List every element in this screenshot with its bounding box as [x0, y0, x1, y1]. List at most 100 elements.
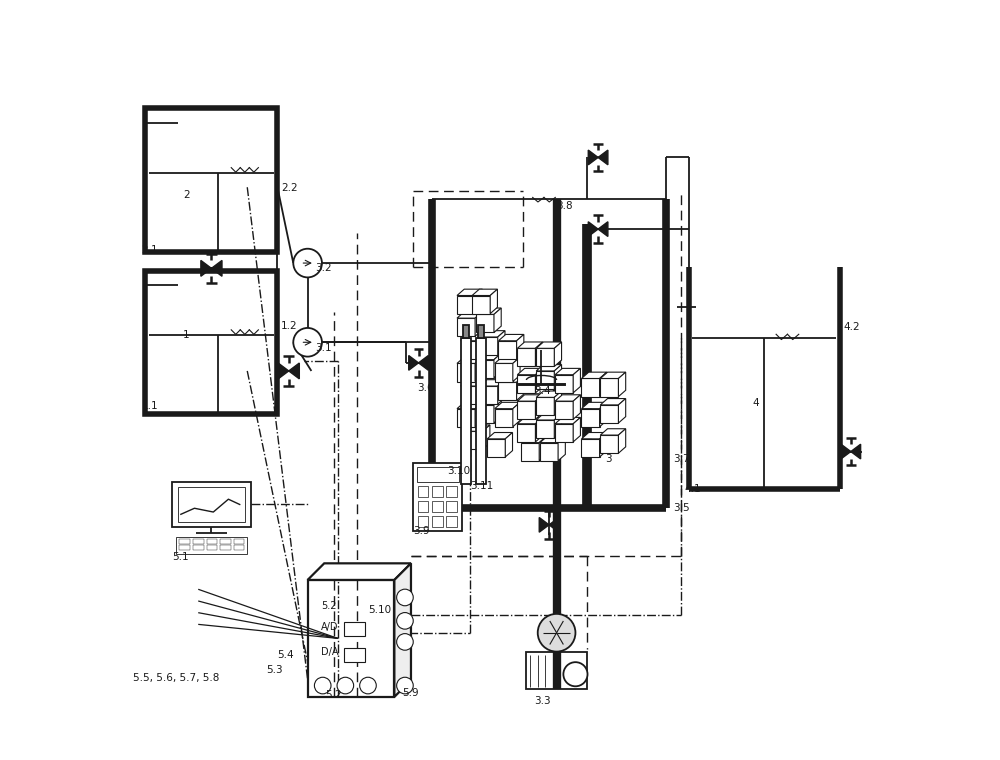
Polygon shape: [487, 432, 513, 439]
Polygon shape: [480, 380, 505, 386]
Bar: [476, 315, 494, 332]
Polygon shape: [555, 417, 580, 424]
Bar: [207, 539, 217, 543]
Bar: [461, 340, 479, 359]
Text: 5.9: 5.9: [402, 688, 419, 698]
Polygon shape: [573, 369, 580, 393]
Polygon shape: [517, 334, 524, 359]
Polygon shape: [517, 376, 524, 401]
Polygon shape: [494, 398, 501, 423]
Bar: [220, 545, 231, 549]
Bar: [432, 516, 443, 527]
Polygon shape: [517, 369, 543, 375]
Bar: [495, 363, 513, 382]
Circle shape: [360, 677, 376, 694]
Bar: [600, 435, 618, 453]
Polygon shape: [513, 402, 520, 427]
Bar: [581, 378, 600, 397]
Text: 5.5, 5.6, 5.7, 5.8: 5.5, 5.6, 5.7, 5.8: [133, 673, 219, 683]
Bar: [457, 296, 475, 314]
Polygon shape: [521, 436, 546, 442]
Polygon shape: [476, 398, 501, 405]
Text: 3.5: 3.5: [674, 503, 690, 513]
Bar: [526, 651, 587, 689]
Text: 1.1: 1.1: [142, 401, 158, 411]
Polygon shape: [517, 417, 543, 424]
Polygon shape: [479, 380, 486, 404]
Bar: [457, 409, 475, 427]
Text: 5.2: 5.2: [325, 690, 342, 701]
Polygon shape: [581, 402, 607, 409]
Bar: [487, 439, 505, 457]
Text: 3.9: 3.9: [413, 526, 430, 536]
Polygon shape: [476, 353, 501, 359]
Text: 4.2: 4.2: [843, 322, 860, 332]
Bar: [344, 648, 365, 662]
Text: 3.2: 3.2: [315, 264, 332, 274]
Bar: [178, 487, 245, 522]
Text: 5.3: 5.3: [266, 666, 283, 676]
Bar: [581, 409, 600, 427]
Polygon shape: [494, 353, 501, 378]
Polygon shape: [498, 376, 524, 382]
Polygon shape: [618, 429, 626, 453]
Polygon shape: [573, 417, 580, 442]
Bar: [172, 482, 251, 527]
Text: 3.11: 3.11: [470, 480, 493, 491]
Bar: [540, 442, 558, 461]
Bar: [145, 109, 277, 252]
Bar: [536, 397, 554, 416]
Polygon shape: [600, 432, 607, 457]
Polygon shape: [581, 372, 607, 378]
Bar: [417, 467, 459, 482]
Polygon shape: [539, 518, 559, 532]
Text: 1: 1: [183, 330, 190, 340]
Polygon shape: [457, 289, 482, 296]
Bar: [476, 359, 494, 378]
Bar: [517, 375, 535, 393]
Bar: [536, 420, 554, 438]
Circle shape: [293, 328, 322, 356]
Bar: [495, 409, 513, 427]
Polygon shape: [308, 563, 411, 580]
Text: 2: 2: [183, 190, 190, 200]
Text: 5.2: 5.2: [321, 600, 337, 610]
Bar: [536, 348, 554, 366]
Polygon shape: [540, 436, 565, 442]
Polygon shape: [461, 380, 486, 386]
Text: 3.4: 3.4: [534, 386, 551, 396]
Polygon shape: [554, 413, 562, 438]
Text: 4: 4: [753, 397, 759, 407]
Polygon shape: [494, 308, 501, 332]
Bar: [457, 363, 475, 382]
Polygon shape: [475, 357, 482, 382]
Circle shape: [397, 613, 413, 629]
Bar: [498, 382, 517, 401]
Bar: [555, 375, 573, 393]
Bar: [517, 348, 535, 366]
Polygon shape: [588, 222, 608, 236]
Text: 5.1: 5.1: [172, 553, 188, 562]
Polygon shape: [555, 394, 580, 401]
Polygon shape: [535, 417, 543, 442]
Polygon shape: [535, 369, 543, 393]
Text: 2.2: 2.2: [281, 182, 298, 192]
Polygon shape: [554, 391, 562, 416]
Polygon shape: [600, 398, 626, 405]
Circle shape: [563, 662, 588, 686]
Circle shape: [337, 677, 354, 694]
Polygon shape: [490, 289, 497, 314]
Bar: [476, 405, 494, 423]
Text: 5.4: 5.4: [277, 651, 294, 660]
Polygon shape: [517, 394, 543, 401]
Polygon shape: [517, 342, 543, 348]
Circle shape: [314, 677, 331, 694]
Bar: [555, 424, 573, 442]
Bar: [476, 338, 486, 483]
Polygon shape: [539, 436, 546, 461]
Polygon shape: [555, 369, 580, 375]
Bar: [418, 516, 428, 527]
Text: D/A: D/A: [321, 648, 339, 657]
Polygon shape: [536, 413, 562, 420]
Polygon shape: [600, 372, 626, 378]
